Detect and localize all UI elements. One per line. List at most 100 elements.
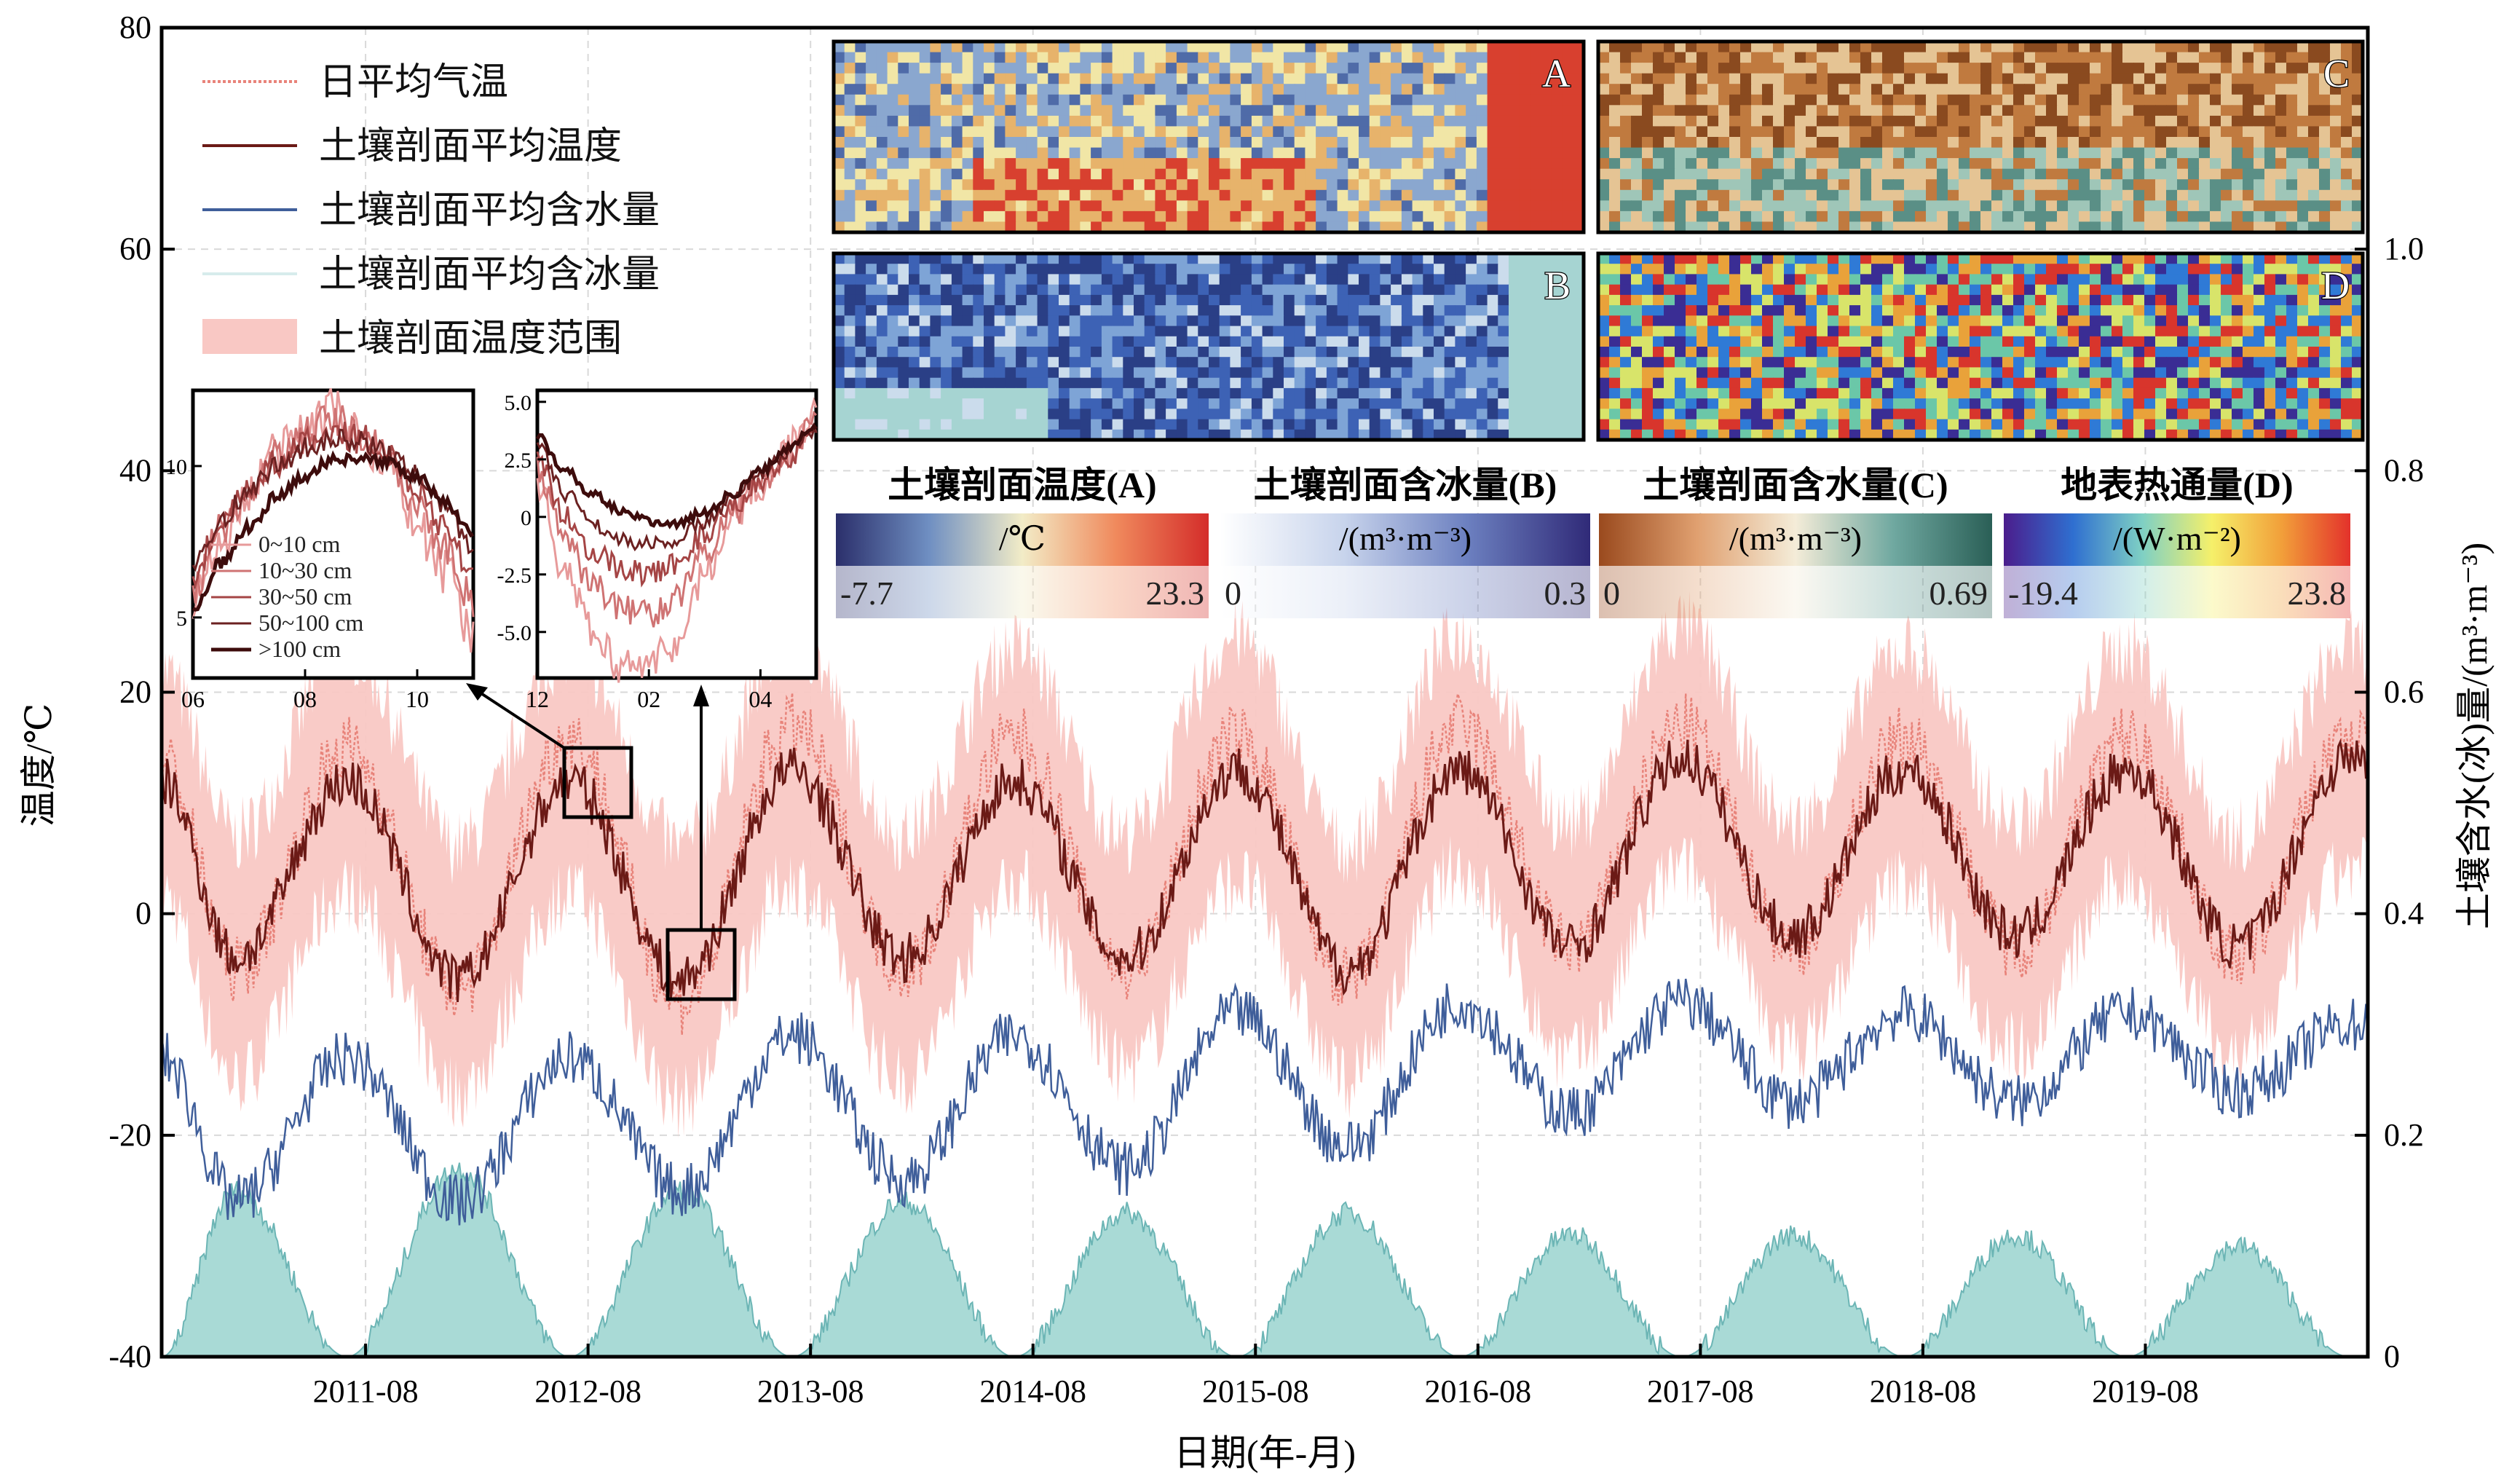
map-cell xyxy=(2275,137,2287,149)
map-cell xyxy=(1326,158,1338,170)
map-cell xyxy=(1369,84,1381,95)
map-cell xyxy=(1686,147,1697,159)
map-cell xyxy=(1434,84,1445,95)
map-cell xyxy=(1230,294,1241,306)
map-cell xyxy=(2330,377,2342,389)
map-cell xyxy=(2144,158,2156,170)
map-cell xyxy=(941,419,952,430)
map-cell xyxy=(1740,387,1752,399)
map-cell xyxy=(2122,264,2134,275)
map-cell xyxy=(1391,158,1402,170)
map-cell xyxy=(1455,115,1466,127)
map-cell xyxy=(855,147,866,159)
map-cell xyxy=(2101,221,2112,233)
map-cell xyxy=(1959,137,1970,149)
map-cell xyxy=(1337,210,1349,223)
map-cell xyxy=(1740,305,1752,317)
map-cell xyxy=(2090,63,2101,74)
map-cell xyxy=(1337,367,1349,379)
map-cell xyxy=(1562,357,1574,368)
map-cell xyxy=(1882,84,1894,95)
map-cell xyxy=(2297,253,2309,264)
map-cell xyxy=(984,210,995,223)
map-cell xyxy=(1219,105,1231,117)
map-cell xyxy=(1294,137,1306,149)
map-cell xyxy=(1609,253,1621,264)
map-cell xyxy=(1016,294,1027,306)
map-cell xyxy=(1991,200,2003,212)
map-cell xyxy=(1369,73,1381,85)
map-cell xyxy=(2210,326,2221,337)
map-cell xyxy=(1401,137,1413,149)
map-cell xyxy=(1562,264,1574,275)
map-cell xyxy=(1860,189,1872,202)
map-cell xyxy=(1209,52,1220,63)
map-cell xyxy=(1134,137,1145,149)
map-cell xyxy=(1849,115,1861,127)
map-cell xyxy=(1176,347,1188,358)
map-cell xyxy=(2308,189,2320,202)
map-cell xyxy=(1091,126,1102,138)
map-cell xyxy=(1860,84,1872,95)
map-cell xyxy=(834,52,845,63)
map-cell xyxy=(1326,429,1338,441)
map-cell xyxy=(855,387,866,399)
map-cell xyxy=(1551,253,1563,264)
map-cell xyxy=(2308,94,2320,106)
map-cell xyxy=(1337,52,1349,63)
map-cell xyxy=(1573,63,1584,74)
map-cell xyxy=(2013,189,2025,202)
map-cell xyxy=(1434,336,1445,347)
map-cell xyxy=(1871,377,1883,389)
map-cell xyxy=(2188,158,2200,170)
map-cell xyxy=(2243,105,2254,117)
map-cell xyxy=(1697,284,1708,296)
map-cell xyxy=(1948,189,1959,202)
map-cell xyxy=(2221,147,2232,159)
map-cell xyxy=(994,347,1006,358)
map-cell xyxy=(1498,294,1509,306)
map-cell xyxy=(1241,147,1252,159)
map-cell xyxy=(1740,253,1752,264)
map-cell xyxy=(1294,264,1306,275)
map-cell xyxy=(1573,94,1584,106)
map-cell xyxy=(1048,221,1059,233)
map-cell xyxy=(1991,179,2003,191)
map-cell xyxy=(1762,168,1774,181)
map-cell xyxy=(1562,189,1574,202)
map-cell xyxy=(1273,253,1284,264)
map-cell xyxy=(1466,126,1477,138)
map-cell xyxy=(1155,305,1166,317)
map-cell xyxy=(1686,168,1697,181)
map-cell xyxy=(1551,126,1563,138)
map-cell xyxy=(2221,315,2232,327)
map-cell xyxy=(994,315,1006,327)
map-cell xyxy=(2188,137,2200,149)
map-cell xyxy=(1795,147,1806,159)
map-cell xyxy=(1359,63,1370,74)
map-cell xyxy=(1620,126,1632,138)
map-cell xyxy=(1530,387,1541,399)
map-cell xyxy=(2068,377,2079,389)
map-cell xyxy=(2264,264,2276,275)
map-cell xyxy=(1069,189,1081,202)
map-cell xyxy=(1926,200,1938,212)
x-tick-label: 2018-08 xyxy=(1870,1373,1977,1409)
map-cell xyxy=(2090,210,2101,223)
map-cell xyxy=(2155,126,2167,138)
map-cell xyxy=(1718,189,1730,202)
map-cell xyxy=(1166,200,1177,212)
map-cell xyxy=(1970,221,1981,233)
map-cell xyxy=(2155,63,2167,74)
map-cell xyxy=(1305,357,1316,368)
map-cell xyxy=(1059,42,1070,53)
map-cell xyxy=(1598,367,1610,379)
map-cell xyxy=(1305,42,1316,53)
map-cell xyxy=(1519,158,1531,170)
map-cell xyxy=(1838,210,1850,223)
map-cell xyxy=(1080,409,1091,420)
map-cell xyxy=(1937,264,1948,275)
map-cell xyxy=(1187,115,1199,127)
map-cell xyxy=(1134,326,1145,337)
